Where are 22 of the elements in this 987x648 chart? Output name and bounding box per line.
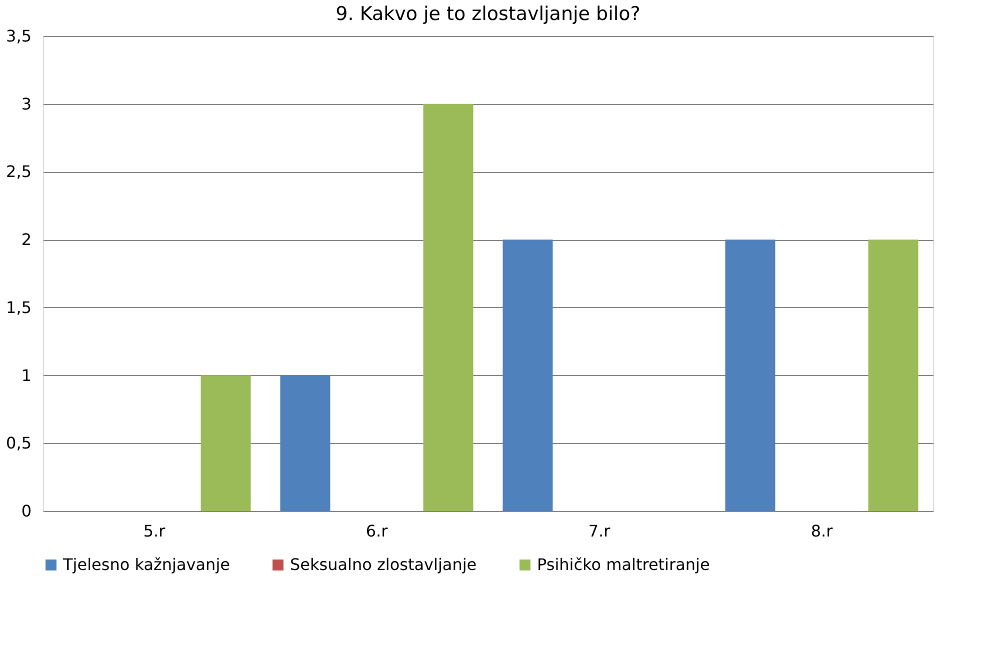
y-tick-label: 2,5 (6, 162, 32, 182)
bar (725, 240, 776, 511)
x-tick-label: 5.r (143, 522, 166, 540)
legend-label: Tjelesno kažnjavanje (62, 555, 230, 574)
y-tick-label: 1 (21, 366, 32, 385)
chart-title: 9. Kakvo je to zlostavljanje bilo? (336, 3, 640, 25)
y-tick-label: 3,5 (6, 26, 32, 46)
x-tick-label: 8.r (810, 522, 834, 540)
x-tick-label: 6.r (366, 522, 388, 540)
y-tick-label: 0,5 (6, 434, 32, 453)
bar (280, 375, 330, 511)
bar (200, 375, 251, 511)
bar (502, 240, 553, 511)
x-tick-label: 7.r (588, 522, 611, 540)
legend-label: Psihičko maltretiranje (537, 555, 710, 574)
legend-label: Seksualno zlostavljanje (290, 555, 477, 574)
bar (868, 240, 918, 511)
bar (423, 104, 474, 511)
y-tick-label: 0 (21, 502, 32, 520)
y-tick-label: 1,5 (6, 298, 32, 317)
y-tick-label: 3 (21, 94, 32, 114)
y-tick-label: 2 (21, 230, 32, 250)
